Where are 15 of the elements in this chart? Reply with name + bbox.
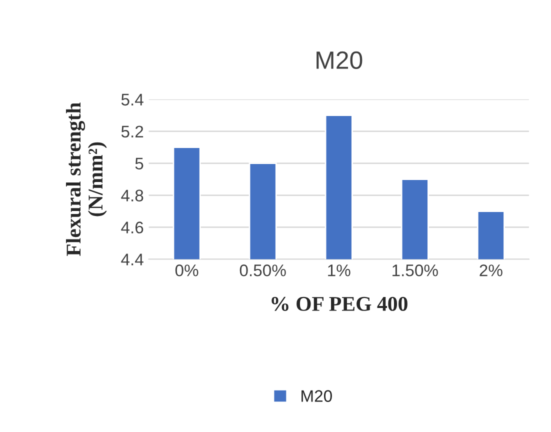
legend-label: M20 xyxy=(302,390,332,402)
y-tick-label: 5.4 xyxy=(121,94,144,106)
y-tick-label: 5 xyxy=(135,158,144,170)
x-tick-label: 0.50% xyxy=(240,264,286,276)
y-tick-label: 4.8 xyxy=(121,190,144,202)
chart-title: M20 xyxy=(316,51,362,70)
x-tick-label: 1.50% xyxy=(392,264,438,276)
y-axis-title: Flexural strength (N/mm²) xyxy=(66,102,107,256)
x-tick-label: 0% xyxy=(175,264,198,276)
x-tick-label: 1% xyxy=(328,264,350,276)
y-tick-label: 4.6 xyxy=(121,222,144,234)
y-tick-label: 4.4 xyxy=(121,254,144,266)
x-tick-label: 2% xyxy=(480,264,502,276)
x-axis-title: % OF PEG 400 xyxy=(272,296,408,311)
y-tick-label: 5.2 xyxy=(121,126,144,138)
